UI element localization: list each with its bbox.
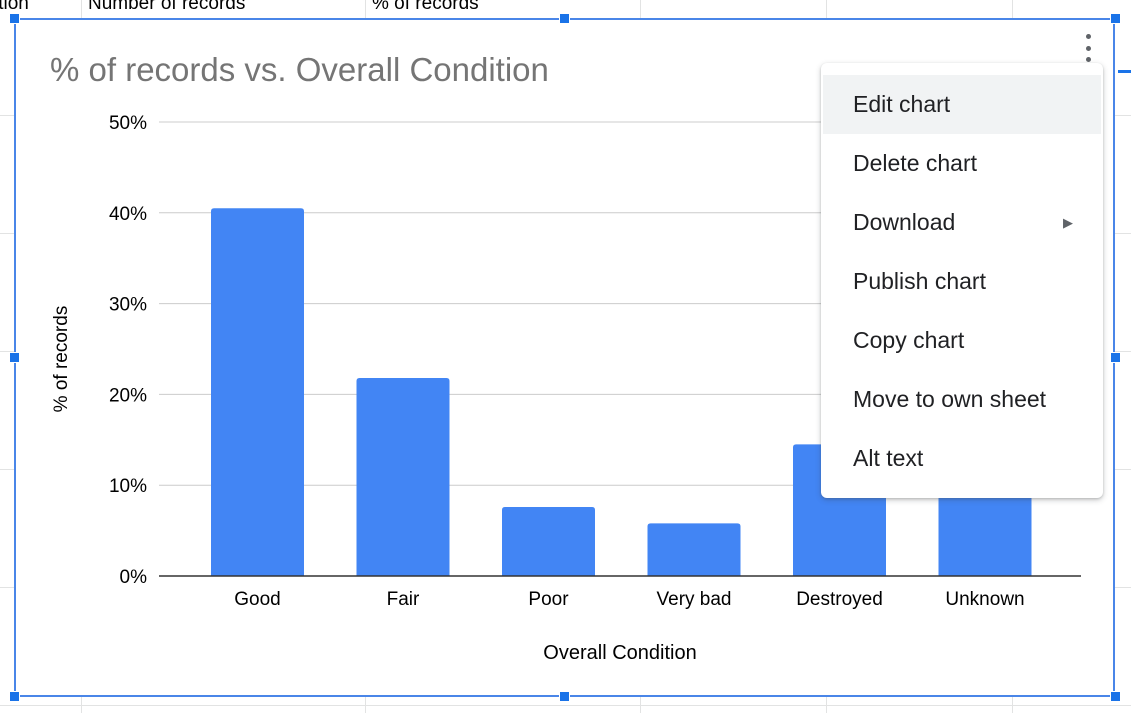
menu-item-label: Publish chart	[853, 268, 986, 294]
x-tick-label: Unknown	[945, 589, 1024, 610]
resize-handle-right[interactable]	[1110, 352, 1121, 363]
y-axis-title: % of records	[51, 306, 72, 413]
x-tick-label: Good	[234, 589, 280, 610]
chart-title: % of records vs. Overall Condition	[50, 51, 549, 88]
menu-item-edit-chart[interactable]: Edit chart	[823, 75, 1101, 134]
sheet-cell[interactable]: % of records	[372, 0, 479, 14]
menu-item-download[interactable]: Download ▶	[821, 193, 1103, 252]
x-tick-label: Fair	[387, 589, 420, 610]
x-axis-title: Overall Condition	[543, 642, 696, 664]
x-axis-ticks: Good Fair Poor Very bad Destroyed Unknown	[234, 589, 1024, 610]
y-tick-label: 40%	[109, 204, 147, 225]
menu-item-copy-chart[interactable]: Copy chart	[821, 311, 1103, 370]
menu-item-label: Move to own sheet	[853, 386, 1047, 412]
menu-item-label: Copy chart	[853, 327, 965, 353]
bar[interactable]	[647, 523, 741, 576]
bar[interactable]	[938, 487, 1032, 576]
adjacent-selection-edge	[1118, 70, 1131, 73]
resize-handle-bottom-left[interactable]	[9, 691, 20, 702]
more-vert-icon[interactable]	[1078, 32, 1098, 64]
y-tick-label: 20%	[109, 385, 147, 406]
x-tick-label: Destroyed	[796, 589, 883, 610]
menu-item-label: Alt text	[853, 445, 924, 471]
x-tick-label: Very bad	[657, 589, 732, 610]
menu-item-delete-chart[interactable]: Delete chart	[821, 134, 1103, 193]
resize-handle-bottom[interactable]	[559, 691, 570, 702]
bar[interactable]	[356, 378, 450, 576]
x-tick-label: Poor	[528, 589, 569, 610]
resize-handle-top[interactable]	[559, 13, 570, 24]
submenu-arrow-icon: ▶	[1063, 214, 1073, 230]
resize-handle-top-right[interactable]	[1110, 13, 1121, 24]
menu-item-move-to-own-sheet[interactable]: Move to own sheet	[821, 370, 1103, 429]
menu-item-alt-text[interactable]: Alt text	[821, 429, 1103, 488]
menu-item-label: Download	[853, 209, 956, 235]
chart-context-menu: Edit chart Delete chart Download ▶ Publi…	[821, 63, 1103, 498]
sheet-header-row: ition Number of records % of records	[0, 0, 1131, 17]
bar[interactable]	[211, 208, 304, 576]
y-tick-label: 0%	[120, 567, 148, 588]
sheet-cell[interactable]: Number of records	[88, 0, 246, 14]
menu-item-label: Edit chart	[853, 91, 951, 117]
menu-item-publish-chart[interactable]: Publish chart	[821, 252, 1103, 311]
y-tick-label: 50%	[109, 113, 147, 134]
menu-item-label: Delete chart	[853, 150, 978, 176]
y-axis-ticks: 0% 10% 20% 30% 40% 50%	[109, 113, 147, 588]
resize-handle-bottom-right[interactable]	[1110, 691, 1121, 702]
bars	[211, 208, 1032, 576]
bar[interactable]	[502, 506, 595, 576]
resize-handle-left[interactable]	[9, 352, 20, 363]
sheet-cell[interactable]: ition	[0, 0, 29, 14]
y-tick-label: 30%	[109, 295, 147, 316]
resize-handle-top-left[interactable]	[9, 13, 20, 24]
y-tick-label: 10%	[109, 476, 147, 497]
